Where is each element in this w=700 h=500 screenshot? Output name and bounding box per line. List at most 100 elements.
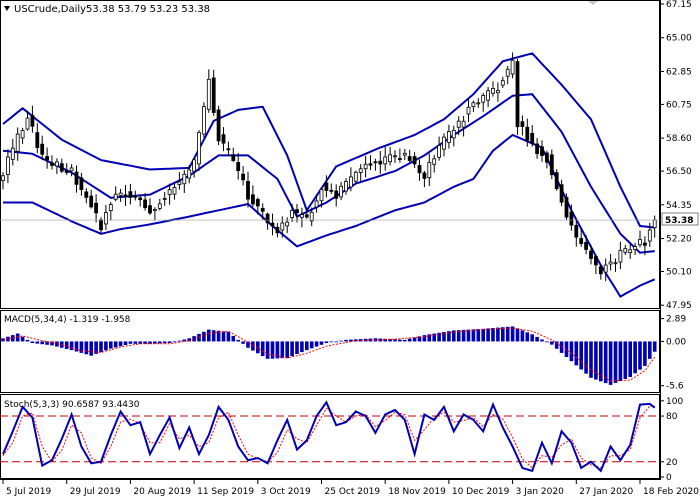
macd-histogram-bar bbox=[461, 329, 466, 342]
macd-histogram-bar bbox=[221, 331, 226, 342]
candle-body bbox=[206, 78, 211, 110]
macd-axis-tick-label: -5.6 bbox=[666, 382, 684, 392]
macd-histogram-bar bbox=[530, 334, 534, 342]
candle-body bbox=[481, 95, 486, 103]
macd-histogram-bar bbox=[55, 341, 59, 347]
macd-histogram-bar bbox=[197, 333, 201, 342]
candle-body bbox=[177, 181, 182, 185]
candle-body bbox=[559, 184, 564, 203]
macd-histogram-bar bbox=[113, 341, 118, 348]
stoch-axis-tick-label: 0 bbox=[666, 473, 672, 483]
macd-histogram-bar bbox=[501, 327, 505, 342]
macd-histogram-bar bbox=[11, 335, 15, 342]
candle-body bbox=[393, 155, 397, 158]
candle-body bbox=[157, 203, 162, 209]
candle-body bbox=[584, 242, 588, 250]
date-axis-label: 27 Jan 2020 bbox=[579, 487, 633, 497]
macd-histogram-bar bbox=[652, 341, 657, 352]
macd-histogram-bar bbox=[510, 326, 515, 342]
macd-histogram-bar bbox=[162, 341, 167, 344]
macd-histogram-bar bbox=[20, 336, 25, 342]
candle-body bbox=[456, 120, 461, 128]
candle-body bbox=[84, 191, 89, 198]
candle-body bbox=[35, 132, 40, 148]
stoch-panel-frame bbox=[0, 394, 660, 479]
candle-body bbox=[260, 207, 265, 212]
macd-histogram-bar bbox=[354, 339, 358, 342]
macd-histogram-bar bbox=[491, 328, 495, 342]
macd-histogram-bar bbox=[187, 338, 191, 342]
stoch-indicator-label: Stoch(5,3,3) 90.6587 93.4430 bbox=[4, 400, 140, 410]
macd-histogram-bar bbox=[638, 341, 642, 370]
candle-body bbox=[231, 154, 236, 161]
candle-body bbox=[118, 192, 123, 196]
macd-histogram-bar bbox=[363, 338, 368, 342]
date-axis-label: 20 Aug 2019 bbox=[133, 487, 191, 497]
candle-body bbox=[40, 143, 45, 155]
macd-histogram-bar bbox=[349, 339, 353, 342]
macd-histogram-bar bbox=[251, 341, 255, 351]
candle-body bbox=[373, 161, 378, 164]
candle-body bbox=[270, 222, 275, 227]
candle-body bbox=[603, 264, 608, 273]
candle-body bbox=[442, 136, 446, 150]
macd-histogram-bar bbox=[608, 341, 613, 385]
macd-histogram-bar bbox=[447, 331, 451, 342]
macd-histogram-bar bbox=[481, 328, 485, 342]
candle-body bbox=[647, 229, 652, 242]
macd-histogram-bar bbox=[305, 341, 309, 351]
candle-body bbox=[437, 145, 442, 158]
macd-histogram-bar bbox=[260, 341, 265, 357]
macd-histogram-bar bbox=[30, 341, 35, 344]
macd-histogram-bar bbox=[393, 339, 397, 342]
candle-body bbox=[540, 146, 544, 156]
candle-body bbox=[216, 109, 221, 142]
macd-histogram-bar bbox=[525, 332, 530, 342]
candle-body bbox=[623, 248, 628, 253]
macd-histogram-bar bbox=[339, 340, 343, 342]
price-axis-tick-label: 50.10 bbox=[666, 267, 692, 277]
candle-body bbox=[427, 161, 432, 179]
macd-histogram-bar bbox=[584, 341, 588, 374]
macd-histogram-bar bbox=[398, 339, 402, 342]
macd-histogram-bar bbox=[545, 341, 549, 343]
macd-histogram-bar bbox=[285, 341, 289, 359]
candle-body bbox=[589, 250, 593, 259]
candle-body bbox=[64, 170, 69, 173]
candle-body bbox=[525, 126, 530, 141]
candle-body bbox=[476, 102, 481, 105]
macd-histogram-bar bbox=[300, 341, 304, 353]
dropdown-triangle-icon[interactable] bbox=[4, 6, 10, 11]
date-axis-label: 29 Jul 2019 bbox=[70, 487, 121, 497]
stoch-plot bbox=[0, 400, 660, 473]
macd-histogram-bar bbox=[84, 341, 89, 355]
macd-histogram-bar bbox=[290, 341, 294, 357]
macd-histogram-bar bbox=[236, 339, 240, 342]
macd-histogram-bar bbox=[270, 341, 275, 359]
date-axis-label: 18 Feb 2020 bbox=[643, 487, 699, 497]
macd-histogram-bar bbox=[466, 329, 471, 342]
candle-body bbox=[319, 189, 324, 202]
candle-body bbox=[633, 246, 637, 250]
candle-body bbox=[280, 222, 285, 231]
candle-body bbox=[564, 196, 569, 218]
candle-body bbox=[162, 198, 167, 200]
macd-histogram-bar bbox=[442, 331, 446, 342]
stoch-signal-line bbox=[2, 405, 655, 469]
candle-body bbox=[275, 226, 280, 234]
macd-histogram-bar bbox=[128, 341, 133, 344]
macd-histogram-bar bbox=[64, 341, 69, 349]
candle-body bbox=[79, 177, 84, 190]
macd-histogram-bar bbox=[471, 329, 476, 342]
macd-histogram-bar bbox=[109, 341, 113, 349]
price-axis-tick-label: 67.15 bbox=[666, 0, 692, 10]
macd-histogram-bar bbox=[182, 339, 187, 342]
candle-body bbox=[329, 189, 334, 192]
candle-body bbox=[167, 189, 172, 196]
stoch-axis-tick-label: 80 bbox=[666, 412, 678, 422]
macd-histogram-bar bbox=[456, 330, 461, 342]
macd-histogram-bar bbox=[118, 341, 123, 347]
macd-axis-tick-label: 2.89 bbox=[666, 315, 686, 325]
price-axis-tick-label: 56.50 bbox=[666, 167, 692, 177]
